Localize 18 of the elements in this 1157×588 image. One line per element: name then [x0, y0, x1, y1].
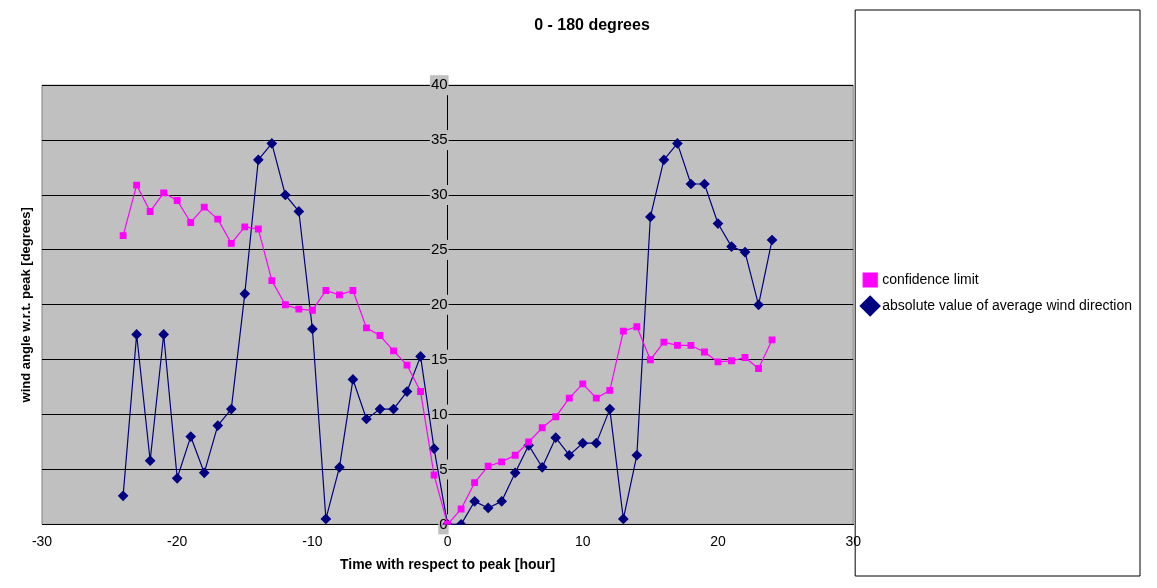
- y-tick-label: 15: [430, 349, 448, 367]
- y-tick-label: 40: [430, 75, 448, 93]
- x-tick-label: -30: [31, 532, 53, 549]
- y-tick-label: 5: [439, 459, 448, 477]
- x-tick-label: 20: [710, 532, 726, 549]
- legend-label: confidence limit: [882, 270, 979, 287]
- chart-title: 0 - 180 degrees: [534, 16, 650, 34]
- y-tick-label: 35: [430, 130, 448, 148]
- x-tick-label: -10: [302, 532, 323, 549]
- y-tick-label: 25: [430, 240, 448, 258]
- y-tick-label: 10: [430, 404, 448, 422]
- x-tick-label: 10: [574, 532, 591, 549]
- y-tick-label: 30: [430, 185, 448, 203]
- x-tick-label: -20: [167, 532, 188, 549]
- legend-label: absolute value of average wind direction: [882, 296, 1132, 313]
- y-axis-title: wind angle w.r.t. peak [degrees]: [17, 207, 33, 404]
- y-tick-label: 20: [430, 294, 448, 312]
- x-axis-title: Time with respect to peak [hour]: [339, 556, 556, 573]
